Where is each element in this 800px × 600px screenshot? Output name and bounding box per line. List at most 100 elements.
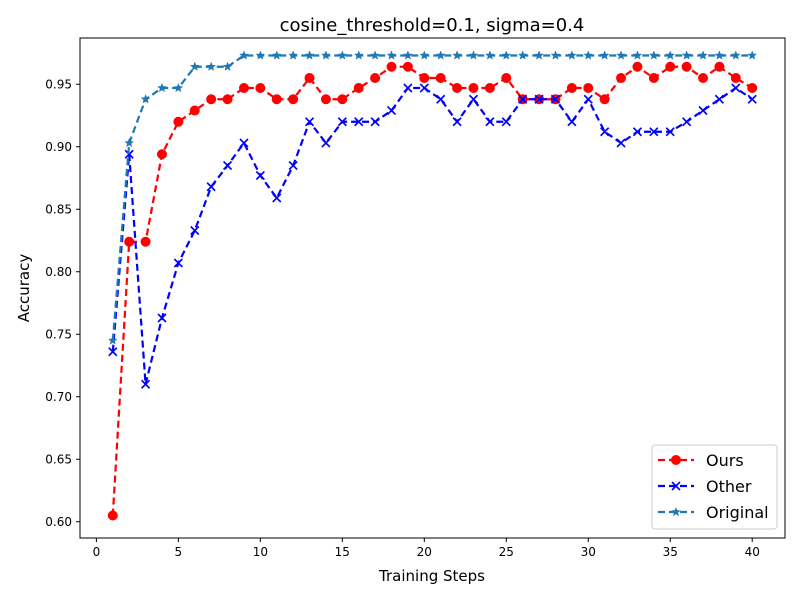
legend-frame — [651, 444, 778, 530]
x-tick-label: 5 — [175, 545, 183, 559]
y-tick-label: 0.90 — [45, 140, 72, 154]
data-point-other — [747, 94, 757, 104]
data-point-other — [632, 127, 643, 137]
data-point-original — [157, 82, 167, 93]
legend-marker-original — [671, 506, 681, 517]
data-point-original — [402, 50, 413, 60]
data-point-other — [255, 170, 265, 181]
legend-item-ours: Ours — [658, 451, 744, 470]
data-point-original — [386, 50, 397, 60]
data-point-original — [599, 50, 610, 60]
data-point-ours — [222, 94, 233, 105]
data-point-original — [189, 61, 200, 71]
data-point-ours — [320, 94, 331, 105]
data-point-original — [435, 50, 446, 60]
legend-item-original: Original — [658, 503, 769, 522]
data-point-other — [682, 117, 692, 127]
data-point-ours — [484, 83, 495, 93]
data-point-ours — [107, 510, 118, 521]
data-point-ours — [698, 73, 709, 83]
data-point-other — [386, 105, 397, 116]
data-point-original — [288, 50, 299, 60]
data-point-original — [468, 50, 479, 60]
y-tick-label: 0.85 — [45, 202, 72, 216]
x-axis: 0 5 10 15 20 25 30 35 40 — [93, 538, 760, 559]
data-point-ours — [370, 73, 381, 83]
x-tick-label: 15 — [335, 545, 350, 559]
data-point-other — [436, 94, 446, 104]
data-point-other — [550, 94, 561, 104]
data-point-other — [403, 83, 413, 93]
x-tick-label: 40 — [745, 545, 760, 559]
data-point-ours — [304, 73, 315, 83]
data-point-original — [534, 50, 545, 60]
data-point-other — [616, 138, 626, 148]
data-point-ours — [468, 83, 479, 93]
data-point-other — [354, 117, 364, 127]
data-point-other — [649, 127, 659, 137]
data-point-ours — [566, 83, 577, 93]
y-tick-label: 0.95 — [45, 77, 72, 91]
legend-label-original: Original — [706, 503, 769, 522]
data-point-ours — [156, 149, 167, 160]
data-point-other — [501, 117, 511, 127]
data-point-other — [206, 182, 216, 192]
data-point-other — [272, 193, 282, 203]
data-point-other — [583, 94, 593, 104]
data-point-ours — [681, 61, 692, 72]
data-point-original — [665, 50, 676, 60]
data-point-original — [271, 50, 282, 60]
y-tick-label: 0.70 — [45, 390, 72, 404]
x-tick-label: 25 — [499, 545, 514, 559]
data-point-original — [222, 61, 233, 71]
data-point-ours — [616, 73, 627, 83]
data-point-other — [321, 138, 331, 148]
series-line-ours — [111, 65, 753, 516]
data-point-original — [616, 50, 627, 60]
legend: Ours Other Original — [651, 444, 778, 530]
chart-title: cosine_threshold=0.1, sigma=0.4 — [280, 15, 585, 36]
data-point-original — [238, 50, 249, 60]
data-point-ours — [173, 116, 184, 127]
data-point-other — [567, 117, 577, 127]
y-tick-label: 0.80 — [45, 265, 72, 279]
data-point-other — [141, 379, 151, 389]
data-point-ours — [714, 61, 725, 72]
data-point-original — [583, 50, 594, 60]
series-line-original — [111, 54, 753, 341]
data-point-ours — [140, 236, 151, 247]
data-point-ours — [452, 83, 463, 93]
series-original — [107, 50, 758, 345]
data-point-original — [714, 50, 725, 60]
data-point-ours — [337, 94, 348, 105]
data-point-original — [337, 50, 348, 60]
data-point-other — [239, 138, 249, 148]
data-point-original — [124, 137, 135, 148]
data-point-original — [140, 94, 151, 104]
data-point-original — [452, 50, 463, 60]
legend-label-other: Other — [706, 477, 752, 496]
data-point-ours — [353, 83, 364, 93]
data-point-ours — [747, 83, 758, 93]
data-point-original — [173, 82, 184, 93]
data-point-original — [698, 50, 708, 60]
data-point-original — [517, 50, 528, 60]
legend-marker-other — [671, 481, 681, 491]
y-tick-label: 0.65 — [45, 452, 72, 466]
data-point-ours — [435, 73, 446, 83]
data-point-other — [157, 313, 167, 323]
y-axis-title: Accuracy — [15, 254, 33, 323]
data-point-original — [206, 61, 217, 71]
data-point-ours — [501, 73, 512, 83]
data-point-other — [337, 117, 347, 127]
x-axis-title: Training Steps — [378, 567, 485, 585]
data-point-original — [632, 50, 643, 60]
data-point-other — [108, 347, 118, 357]
x-tick-label: 20 — [417, 545, 432, 559]
y-axis: 0.60 0.65 0.70 0.75 0.80 0.85 0.90 0.95 — [45, 77, 80, 529]
data-point-other — [485, 117, 495, 127]
data-point-original — [484, 50, 495, 60]
data-point-ours — [189, 105, 200, 116]
data-point-original — [550, 50, 561, 60]
